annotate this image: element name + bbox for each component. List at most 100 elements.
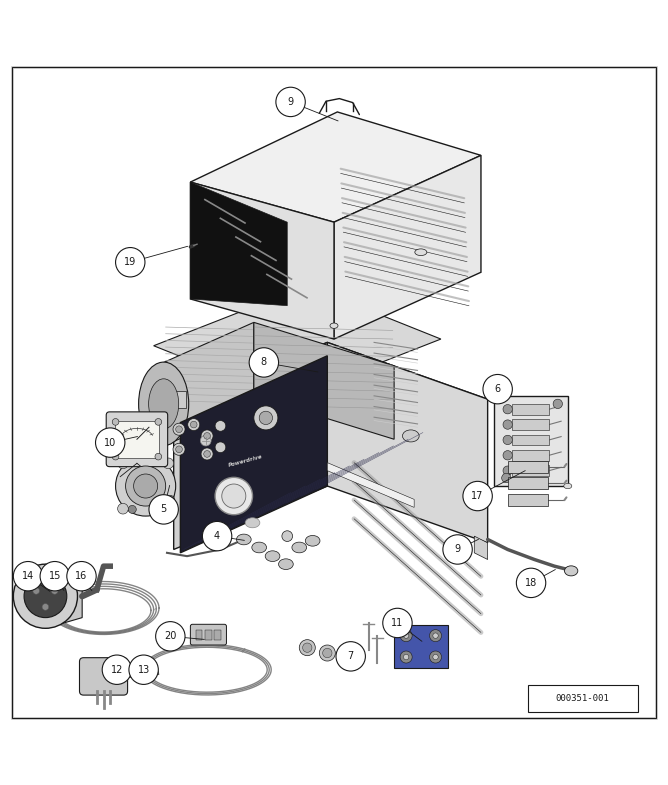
Ellipse shape <box>330 323 338 328</box>
Circle shape <box>176 426 182 433</box>
Ellipse shape <box>564 484 572 489</box>
Ellipse shape <box>252 542 267 553</box>
Circle shape <box>155 453 162 460</box>
Circle shape <box>202 521 232 551</box>
FancyBboxPatch shape <box>190 624 226 645</box>
Circle shape <box>40 561 69 591</box>
Circle shape <box>503 404 512 414</box>
Ellipse shape <box>305 535 320 546</box>
Text: 12: 12 <box>111 665 123 675</box>
Text: 9: 9 <box>454 545 461 554</box>
FancyBboxPatch shape <box>115 421 159 458</box>
FancyBboxPatch shape <box>508 477 548 489</box>
Circle shape <box>339 648 355 664</box>
FancyBboxPatch shape <box>205 630 212 640</box>
Circle shape <box>173 444 185 455</box>
Text: 8: 8 <box>261 357 267 367</box>
Polygon shape <box>180 356 327 553</box>
Circle shape <box>430 630 442 641</box>
Circle shape <box>215 477 253 515</box>
Polygon shape <box>190 182 334 339</box>
Polygon shape <box>494 396 568 486</box>
Ellipse shape <box>415 249 427 256</box>
Circle shape <box>190 422 197 428</box>
Polygon shape <box>254 323 394 440</box>
Circle shape <box>463 481 492 511</box>
Text: 6: 6 <box>494 384 501 394</box>
Circle shape <box>67 561 96 591</box>
Ellipse shape <box>148 379 178 429</box>
FancyBboxPatch shape <box>512 419 549 430</box>
Circle shape <box>343 652 352 661</box>
Circle shape <box>112 453 119 460</box>
FancyBboxPatch shape <box>106 412 168 466</box>
Text: 5: 5 <box>160 505 167 514</box>
Text: 11: 11 <box>391 618 403 628</box>
Polygon shape <box>174 342 327 550</box>
Circle shape <box>503 451 512 460</box>
FancyBboxPatch shape <box>196 630 202 640</box>
Circle shape <box>188 531 199 542</box>
Circle shape <box>102 655 132 685</box>
Circle shape <box>188 418 200 431</box>
Text: 10: 10 <box>104 437 116 447</box>
Circle shape <box>222 484 246 508</box>
Ellipse shape <box>564 566 578 576</box>
Circle shape <box>553 400 562 408</box>
Ellipse shape <box>236 534 251 545</box>
Circle shape <box>282 531 293 542</box>
Text: 14: 14 <box>22 571 34 581</box>
Text: Powerdrive: Powerdrive <box>228 454 264 468</box>
Circle shape <box>400 630 412 641</box>
Circle shape <box>483 374 512 403</box>
Circle shape <box>155 418 162 425</box>
FancyBboxPatch shape <box>508 461 548 473</box>
Circle shape <box>24 575 67 618</box>
Circle shape <box>249 348 279 377</box>
Polygon shape <box>45 564 82 628</box>
Circle shape <box>403 633 409 638</box>
Circle shape <box>215 421 226 431</box>
Polygon shape <box>190 182 287 305</box>
Circle shape <box>204 451 210 458</box>
Circle shape <box>336 641 365 671</box>
FancyBboxPatch shape <box>512 403 549 414</box>
Circle shape <box>149 495 178 524</box>
Circle shape <box>112 418 119 425</box>
Circle shape <box>430 651 442 663</box>
Circle shape <box>400 651 412 663</box>
Polygon shape <box>190 112 481 222</box>
FancyBboxPatch shape <box>248 408 273 425</box>
Circle shape <box>134 474 158 498</box>
Ellipse shape <box>279 559 293 570</box>
Polygon shape <box>174 342 488 462</box>
Text: 13: 13 <box>138 665 150 675</box>
Circle shape <box>259 411 273 425</box>
Ellipse shape <box>139 362 188 446</box>
Circle shape <box>254 406 278 430</box>
Circle shape <box>276 87 305 117</box>
Circle shape <box>116 247 145 277</box>
Ellipse shape <box>245 518 260 528</box>
Text: 15: 15 <box>49 571 61 581</box>
Text: 18: 18 <box>525 578 537 588</box>
Circle shape <box>443 535 472 564</box>
Circle shape <box>42 604 49 610</box>
Text: 4: 4 <box>214 531 220 541</box>
Circle shape <box>173 423 185 435</box>
Circle shape <box>129 655 158 685</box>
Text: 19: 19 <box>124 257 136 267</box>
Circle shape <box>433 633 438 638</box>
Polygon shape <box>154 286 441 400</box>
Circle shape <box>13 564 77 628</box>
Circle shape <box>201 448 213 460</box>
Text: 7: 7 <box>347 652 354 661</box>
Ellipse shape <box>490 393 498 399</box>
Text: 000351-001: 000351-001 <box>556 694 609 703</box>
Ellipse shape <box>402 430 420 442</box>
Circle shape <box>323 648 332 658</box>
FancyBboxPatch shape <box>508 494 548 506</box>
Text: 16: 16 <box>75 571 88 581</box>
Circle shape <box>303 643 312 652</box>
Circle shape <box>516 568 546 597</box>
